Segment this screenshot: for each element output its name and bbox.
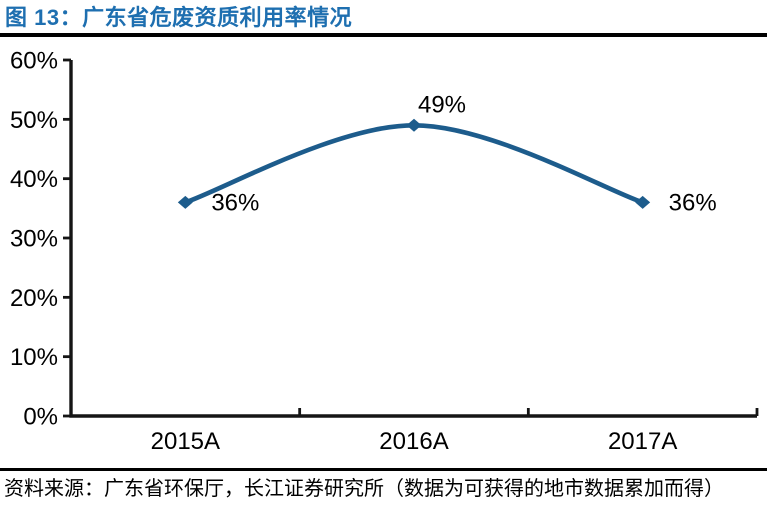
y-axis-tick-label: 60%: [10, 48, 58, 75]
title-divider: [0, 33, 767, 37]
y-axis-tick-label: 10%: [10, 344, 58, 371]
data-point-label: 36%: [211, 189, 259, 216]
data-point-marker: [406, 118, 422, 132]
y-axis-tick-label: 50%: [10, 107, 58, 134]
x-axis-tick-label: 2016A: [379, 428, 448, 455]
data-point-marker: [635, 195, 651, 209]
source-note: 资料来源：广东省环保厅，长江证券研究所（数据为可获得的地市数据累加而得）: [4, 478, 724, 500]
y-axis-tick-label: 40%: [10, 166, 58, 193]
x-axis-tick-label: 2015A: [151, 428, 220, 455]
data-point-marker: [177, 195, 193, 209]
y-axis-tick-label: 20%: [10, 285, 58, 312]
y-axis-tick-label: 30%: [10, 226, 58, 253]
footer-divider: [0, 468, 767, 471]
data-point-label: 49%: [418, 91, 466, 118]
data-point-label: 36%: [669, 189, 717, 216]
axis-frame: [69, 60, 757, 418]
y-axis-tick-label: 0%: [23, 404, 58, 431]
figure-title: 图 13：广东省危废资质利用率情况: [5, 5, 353, 30]
x-axis-tick-label: 2017A: [608, 428, 677, 455]
line-chart: 0% 10% 20% 30% 40% 50% 60% 2015A 2016A 2017A 36% 49…: [10, 48, 759, 455]
